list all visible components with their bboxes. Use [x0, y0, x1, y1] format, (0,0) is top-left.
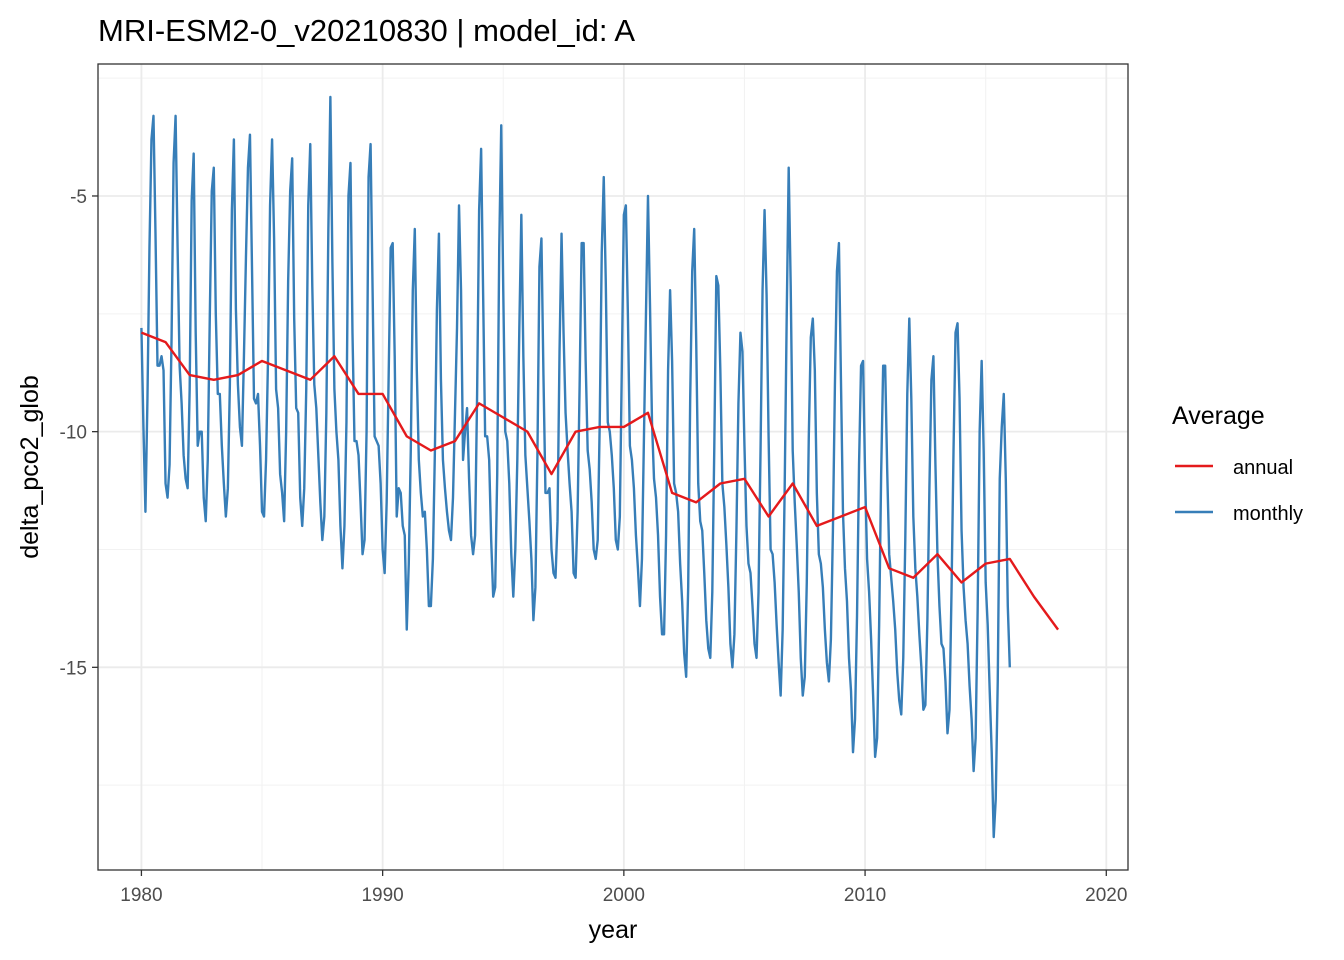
y-tick-label: -15: [60, 658, 87, 679]
x-tick-label: 1980: [120, 885, 162, 906]
series-line-annual: [140, 331, 1060, 631]
x-tick-label: 2020: [1085, 885, 1127, 906]
x-axis-title: year: [589, 916, 638, 944]
x-tick-label: 1990: [361, 885, 403, 906]
plot-border: [97, 63, 1129, 871]
series-line-monthly: [140, 95, 1011, 839]
y-tick-label: -10: [60, 423, 87, 444]
x-axis-ticks: 1980 1990 2000 2010 2020: [120, 870, 1127, 906]
legend: Average annual monthly: [1172, 402, 1303, 525]
x-tick-label: 2000: [603, 885, 645, 906]
series-layer: [140, 95, 1060, 839]
legend-label-annual: annual: [1233, 457, 1293, 479]
y-axis-title: delta_pco2_glob: [16, 375, 44, 559]
x-tick-label: 2010: [844, 885, 886, 906]
legend-label-monthly: monthly: [1233, 503, 1303, 525]
legend-title: Average: [1172, 402, 1265, 430]
y-axis-ticks: -15 -10 -5: [60, 187, 98, 679]
y-tick-label: -5: [70, 187, 87, 208]
chart-title: MRI-ESM2-0_v20210830 | model_id: A: [98, 13, 635, 48]
